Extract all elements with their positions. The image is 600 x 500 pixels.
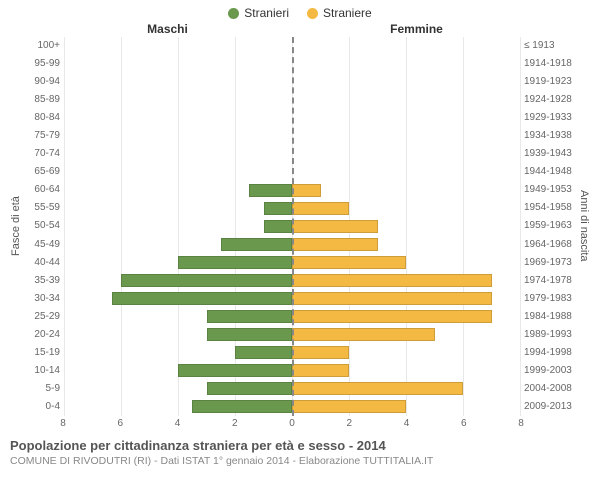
age-tick: 85-89: [24, 90, 60, 108]
column-headers: Maschi Femmine: [0, 22, 600, 36]
age-tick: 15-19: [24, 344, 60, 362]
legend-item-female: Straniere: [307, 6, 372, 20]
bar-male: [192, 400, 292, 413]
birth-tick: 1929-1933: [524, 108, 576, 126]
age-tick: 45-49: [24, 235, 60, 253]
bar-male: [207, 310, 293, 323]
y-axis-label-left: Fasce di età: [8, 36, 24, 416]
age-tick: 20-24: [24, 326, 60, 344]
bar-male: [235, 346, 292, 359]
birth-tick: 1974-1978: [524, 271, 576, 289]
age-tick: 100+: [24, 36, 60, 54]
x-tick: 4: [404, 418, 410, 429]
age-tick: 75-79: [24, 126, 60, 144]
header-male: Maschi: [63, 22, 292, 36]
bar-female: [292, 184, 321, 197]
chart-footer: Popolazione per cittadinanza straniera p…: [0, 432, 600, 467]
birth-tick: 1984-1988: [524, 307, 576, 325]
bar-male: [178, 256, 292, 269]
age-tick: 95-99: [24, 54, 60, 72]
age-tick: 5-9: [24, 380, 60, 398]
center-line: [292, 37, 294, 416]
birth-tick: ≤ 1913: [524, 36, 576, 54]
birth-tick: 1979-1983: [524, 289, 576, 307]
age-tick: 40-44: [24, 253, 60, 271]
age-tick: 65-69: [24, 163, 60, 181]
bar-female: [292, 382, 463, 395]
chart-subtitle: COMUNE DI RIVODUTRI (RI) - Dati ISTAT 1°…: [10, 455, 590, 467]
y-axis-label-right: Anni di nascita: [576, 36, 592, 416]
birth-tick: 1959-1963: [524, 217, 576, 235]
birth-tick: 1919-1923: [524, 72, 576, 90]
birth-tick: 1969-1973: [524, 253, 576, 271]
age-tick: 50-54: [24, 217, 60, 235]
birth-tick: 1914-1918: [524, 54, 576, 72]
birth-tick: 1924-1928: [524, 90, 576, 108]
x-tick: 6: [461, 418, 467, 429]
x-tick: 0: [289, 418, 295, 429]
birth-tick: 1954-1958: [524, 199, 576, 217]
bar-male: [207, 328, 293, 341]
birth-tick: 1964-1968: [524, 235, 576, 253]
bar-female: [292, 364, 349, 377]
age-tick: 60-64: [24, 181, 60, 199]
age-tick: 10-14: [24, 362, 60, 380]
bar-female: [292, 400, 406, 413]
birth-tick: 1949-1953: [524, 181, 576, 199]
bar-female: [292, 328, 435, 341]
bar-female: [292, 220, 378, 233]
age-tick: 0-4: [24, 398, 60, 416]
x-tick: 6: [117, 418, 123, 429]
legend-label-female: Straniere: [323, 6, 372, 20]
legend-swatch-female: [307, 8, 318, 19]
bar-male: [249, 184, 292, 197]
bar-male: [112, 292, 292, 305]
x-tick: 2: [232, 418, 238, 429]
legend-item-male: Stranieri: [228, 6, 289, 20]
age-tick: 25-29: [24, 307, 60, 325]
bar-female: [292, 292, 492, 305]
age-ticks: 100+95-9990-9485-8980-8475-7970-7465-696…: [24, 36, 64, 416]
bar-male: [121, 274, 292, 287]
header-female: Femmine: [292, 22, 521, 36]
x-axis: 8 6 4 2 0 2 4 6 8: [8, 418, 592, 432]
birth-tick: 2009-2013: [524, 398, 576, 416]
bar-male: [264, 202, 293, 215]
birth-tick: 1944-1948: [524, 163, 576, 181]
legend-label-male: Stranieri: [244, 6, 289, 20]
birth-tick: 1994-1998: [524, 344, 576, 362]
pyramid-chart: Fasce di età 100+95-9990-9485-8980-8475-…: [0, 36, 600, 416]
plot-area: [64, 36, 520, 416]
bar-female: [292, 274, 492, 287]
age-tick: 30-34: [24, 289, 60, 307]
legend: Stranieri Straniere: [0, 0, 600, 22]
birth-ticks: ≤ 19131914-19181919-19231924-19281929-19…: [520, 36, 576, 416]
bar-male: [264, 220, 293, 233]
birth-tick: 2004-2008: [524, 380, 576, 398]
bar-male: [207, 382, 293, 395]
x-tick: 8: [60, 418, 66, 429]
birth-tick: 1934-1938: [524, 126, 576, 144]
bar-female: [292, 310, 492, 323]
x-tick: 4: [175, 418, 181, 429]
x-axis-ticks: 8 6 4 2 0 2 4 6 8: [63, 418, 521, 432]
x-tick: 8: [518, 418, 524, 429]
bar-female: [292, 256, 406, 269]
bar-male: [221, 238, 292, 251]
chart-title: Popolazione per cittadinanza straniera p…: [10, 438, 590, 453]
bar-female: [292, 346, 349, 359]
age-tick: 35-39: [24, 271, 60, 289]
age-tick: 55-59: [24, 199, 60, 217]
birth-tick: 1999-2003: [524, 362, 576, 380]
x-tick: 2: [346, 418, 352, 429]
bar-male: [178, 364, 292, 377]
bar-female: [292, 238, 378, 251]
age-tick: 90-94: [24, 72, 60, 90]
age-tick: 80-84: [24, 108, 60, 126]
birth-tick: 1939-1943: [524, 145, 576, 163]
birth-tick: 1989-1993: [524, 326, 576, 344]
age-tick: 70-74: [24, 145, 60, 163]
legend-swatch-male: [228, 8, 239, 19]
bar-female: [292, 202, 349, 215]
